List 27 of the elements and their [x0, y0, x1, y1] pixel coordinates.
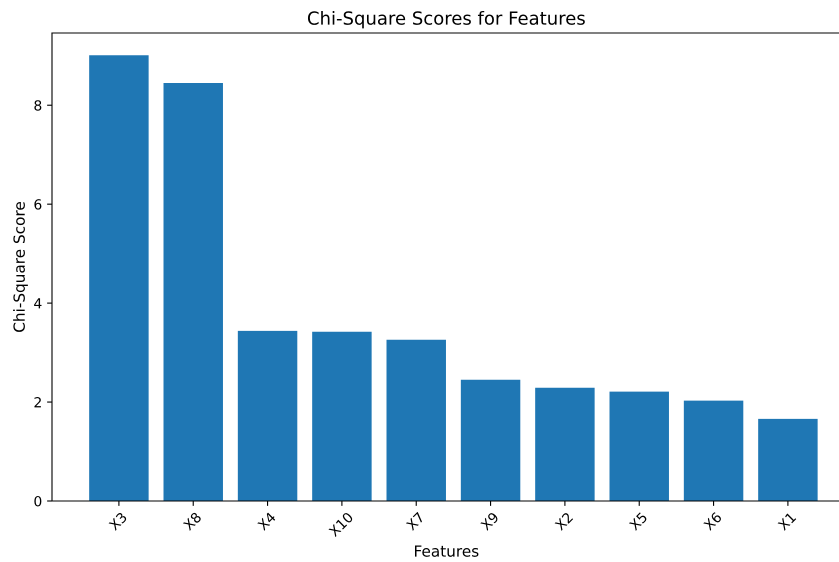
bar — [89, 55, 149, 501]
y-tick-label: 6 — [34, 199, 42, 210]
y-tick-label: 4 — [34, 298, 42, 308]
bar — [164, 82, 223, 501]
x-tick-label: X3 — [108, 512, 128, 532]
x-tick-label: X4 — [256, 512, 276, 531]
bar — [684, 400, 744, 501]
x-axis-title: Features — [415, 545, 478, 557]
bar — [610, 392, 669, 501]
x-tick-label: X1 — [777, 512, 796, 531]
x-tick-label: X2 — [554, 512, 574, 531]
bar — [312, 332, 372, 501]
chart-title: Chi-Square Scores for Features — [308, 10, 585, 28]
x-tick-label: X6 — [702, 512, 722, 532]
y-tick-label: 2 — [34, 397, 41, 408]
y-tick-label: 0 — [34, 496, 42, 506]
y-axis-title: Chi-Square Score — [13, 202, 28, 332]
x-tick-label: X9 — [480, 512, 500, 532]
y-tick-label: 8 — [34, 100, 42, 111]
bar — [758, 418, 818, 501]
x-tick-label: X7 — [406, 512, 425, 531]
x-tick-label: X5 — [628, 512, 648, 532]
bar — [535, 388, 595, 501]
bar — [460, 380, 520, 501]
bar — [386, 340, 446, 501]
x-tick-label: X8 — [182, 512, 202, 532]
bar — [238, 330, 298, 501]
